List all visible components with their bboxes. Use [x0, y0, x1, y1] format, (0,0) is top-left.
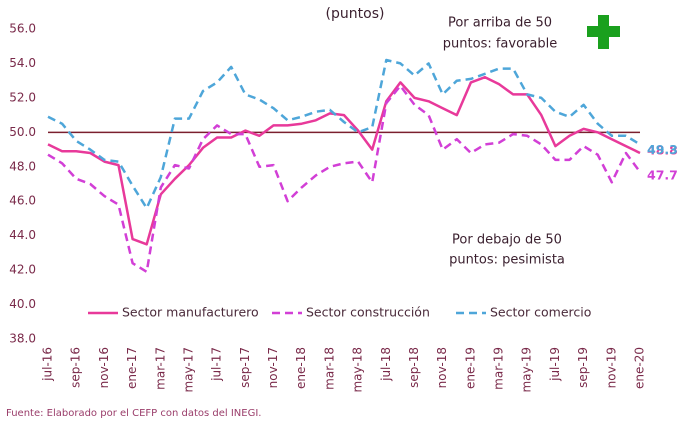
annotation: puntos: favorable [443, 37, 557, 52]
legend-label: Sector manufacturero [122, 305, 259, 320]
x-tick-label: ene-20 [633, 347, 647, 389]
end-label: 48.8 [647, 143, 678, 158]
x-tick-label: jul-16 [41, 347, 55, 382]
y-tick-label: 52.0 [9, 90, 36, 104]
annotation: Por debajo de 50 [452, 233, 562, 248]
y-tick-label: 42.0 [9, 263, 36, 277]
y-tick-label: 40.0 [9, 297, 36, 311]
x-tick-label: may-18 [351, 347, 365, 393]
x-tick-label: jul-17 [210, 347, 224, 382]
x-tick-label: ene-19 [463, 347, 477, 389]
legend-label: Sector comercio [490, 305, 591, 320]
x-tick-label: mar-17 [153, 347, 167, 390]
y-tick-label: 56.0 [9, 22, 36, 36]
x-tick-label: sep-16 [69, 347, 83, 388]
end-label: 49.3 [647, 142, 678, 157]
source: Fuente: Elaborado por el CEFP con datos … [6, 408, 261, 419]
x-tick-label: mar-19 [492, 347, 506, 390]
x-tick-label: nov-17 [266, 347, 280, 388]
series-line [47, 75, 641, 246]
y-tick-label: 48.0 [9, 159, 36, 173]
y-tick-label: 54.0 [9, 56, 36, 70]
x-tick-label: nov-16 [97, 347, 111, 388]
x-tick-label: sep-18 [407, 347, 421, 388]
x-tick-label: ene-17 [125, 347, 139, 389]
y-tick-label: 44.0 [9, 228, 36, 242]
x-tick-label: sep-19 [576, 347, 590, 388]
annotation: Por arriba de 50 [448, 16, 552, 31]
x-tick-label: may-17 [181, 347, 195, 393]
series-line [47, 58, 641, 210]
x-tick-label: jul-19 [548, 347, 562, 382]
legend-label: Sector construcción [306, 305, 430, 320]
x-tick-label: jul-18 [379, 347, 393, 382]
x-tick-label: nov-18 [435, 347, 449, 388]
plus-icon [587, 15, 620, 49]
annotation: puntos: pesimista [449, 253, 565, 268]
y-tick-label: 46.0 [9, 194, 36, 208]
x-tick-label: nov-19 [604, 347, 618, 388]
x-tick-label: sep-17 [238, 347, 252, 388]
chart-title: (puntos) [326, 6, 385, 22]
x-tick-label: mar-18 [322, 347, 336, 390]
y-tick-label: 38.0 [9, 332, 36, 346]
x-tick-label: ene-18 [294, 347, 308, 389]
y-tick-label: 50.0 [9, 125, 36, 139]
end-label: 47.7 [647, 167, 678, 182]
x-tick-label: may-19 [520, 347, 534, 393]
